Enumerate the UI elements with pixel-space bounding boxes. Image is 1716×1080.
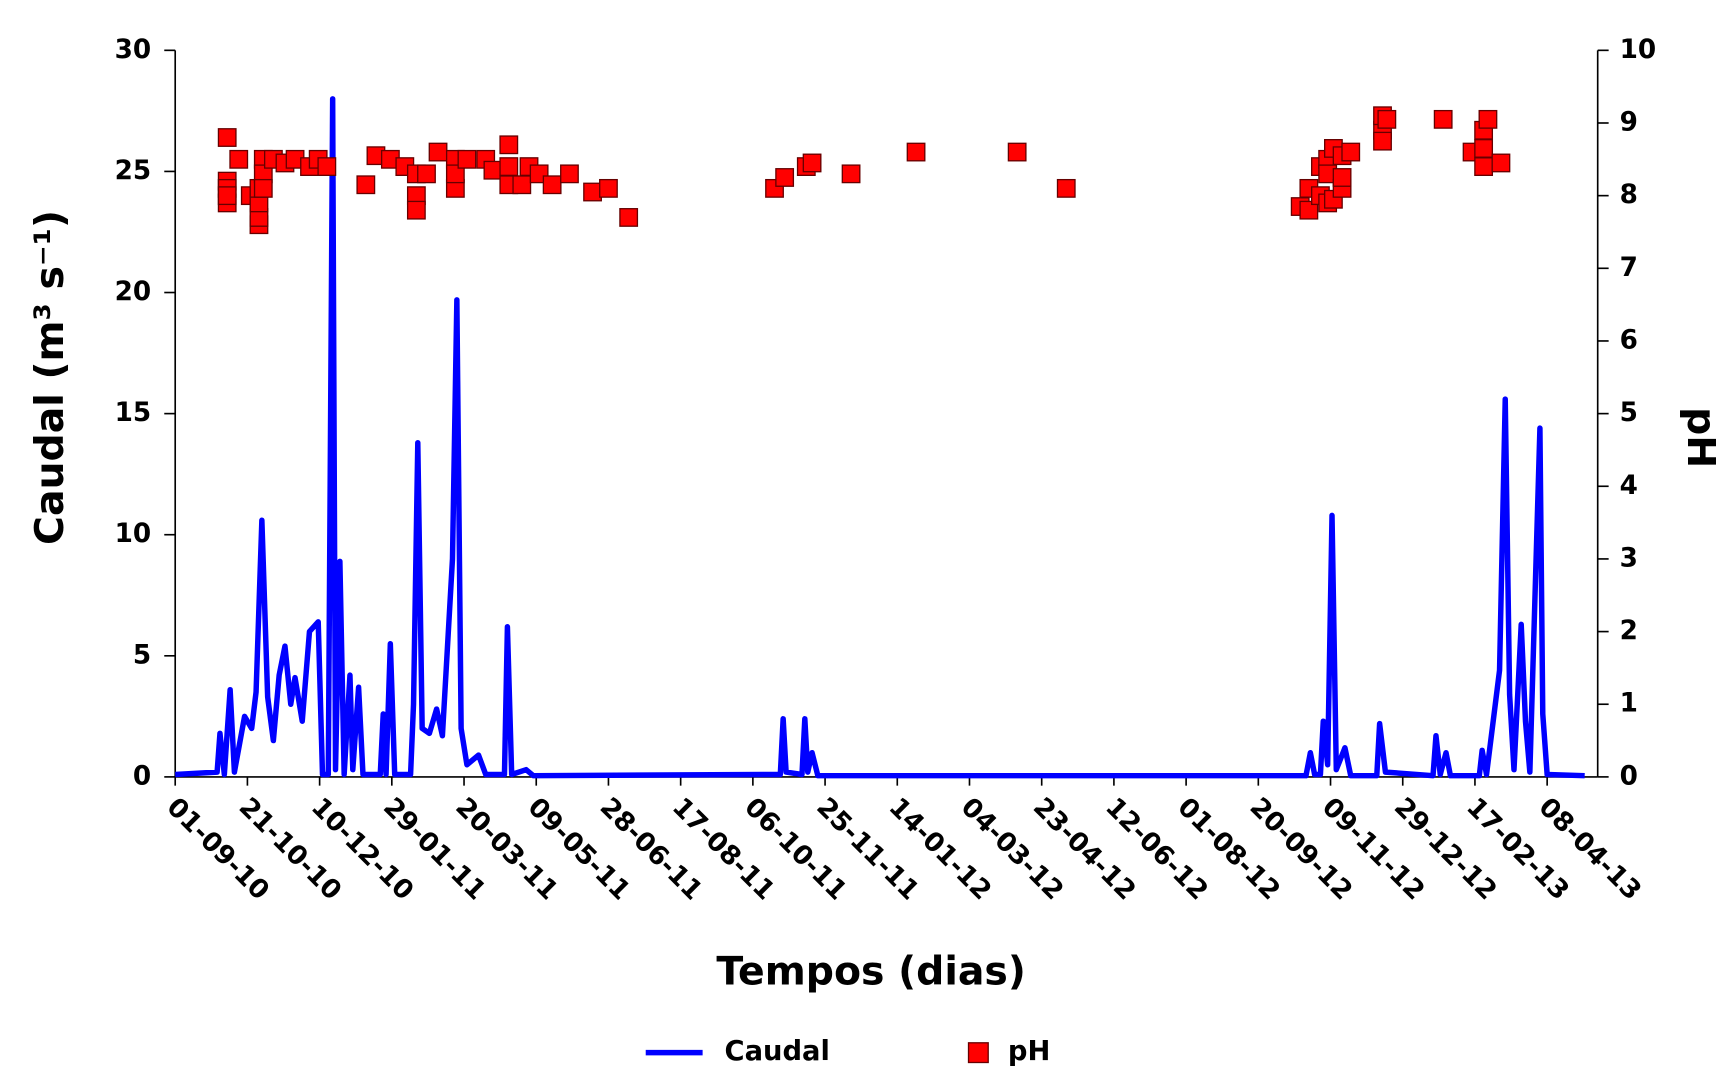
y-tick-label: 15 <box>115 398 152 428</box>
y2-tick-label: 0 <box>1620 761 1638 791</box>
caudal-line <box>175 96 1585 779</box>
y-tick-label: 20 <box>115 277 152 307</box>
ph-point <box>1474 157 1494 176</box>
ph-point <box>560 164 579 184</box>
y2-tick-label: 8 <box>1620 180 1638 210</box>
ph-point <box>841 164 861 184</box>
ph-point <box>802 153 822 173</box>
y-axis-title: Caudal (m³ s⁻¹) <box>27 210 73 545</box>
ph-point <box>483 160 503 180</box>
y-tick-label: 0 <box>133 761 151 791</box>
ph-point <box>217 186 237 206</box>
legend-label: pH <box>1008 1036 1050 1067</box>
ph-point <box>1332 168 1352 187</box>
ph-point <box>356 175 376 195</box>
ph-point <box>253 178 273 198</box>
y2-tick-label: 4 <box>1620 471 1638 501</box>
ph-point <box>1491 153 1511 173</box>
legend-swatch <box>967 1042 989 1064</box>
y-tick-label: 30 <box>115 35 152 65</box>
legend-label: Caudal <box>725 1036 830 1067</box>
ph-point <box>1299 200 1319 220</box>
x-axis-title: Tempos (dias) <box>716 948 1025 994</box>
y2-tick-label: 3 <box>1620 543 1638 573</box>
ph-point <box>406 200 426 220</box>
ph-point <box>1377 109 1397 129</box>
y-tick-label: 25 <box>115 156 152 186</box>
y2-tick-label: 1 <box>1620 689 1638 719</box>
ph-point <box>542 175 562 195</box>
ph-point <box>1007 142 1027 162</box>
ph-point <box>445 164 465 184</box>
y-tick-label: 10 <box>115 519 152 549</box>
y2-tick-label: 6 <box>1620 325 1638 355</box>
y2-axis-title: pH <box>1678 407 1716 468</box>
ph-point <box>217 128 237 147</box>
y2-tick-label: 7 <box>1620 253 1638 283</box>
ph-point <box>619 208 639 227</box>
ph-point <box>317 157 337 176</box>
ph-point <box>229 149 249 169</box>
ph-point <box>906 142 926 162</box>
ph-point <box>499 157 519 176</box>
ph-point <box>1478 109 1498 129</box>
ph-point <box>1474 139 1494 158</box>
y2-tick-label: 2 <box>1620 616 1638 646</box>
ph-point <box>583 182 602 202</box>
ph-point <box>428 142 448 162</box>
y-tick-label: 5 <box>133 640 151 670</box>
y2-tick-label: 10 <box>1620 35 1657 65</box>
ph-point <box>499 135 519 155</box>
ph-point <box>417 164 436 184</box>
ph-point <box>1056 178 1076 198</box>
ph-point <box>1341 142 1361 162</box>
ph-point <box>1373 131 1392 151</box>
ph-point <box>457 149 477 169</box>
y2-tick-label: 9 <box>1620 107 1638 137</box>
ph-point <box>1433 109 1453 129</box>
y2-tick-label: 5 <box>1620 398 1638 428</box>
ph-point <box>512 175 532 195</box>
ph-point <box>775 168 795 187</box>
ph-point <box>599 178 618 198</box>
